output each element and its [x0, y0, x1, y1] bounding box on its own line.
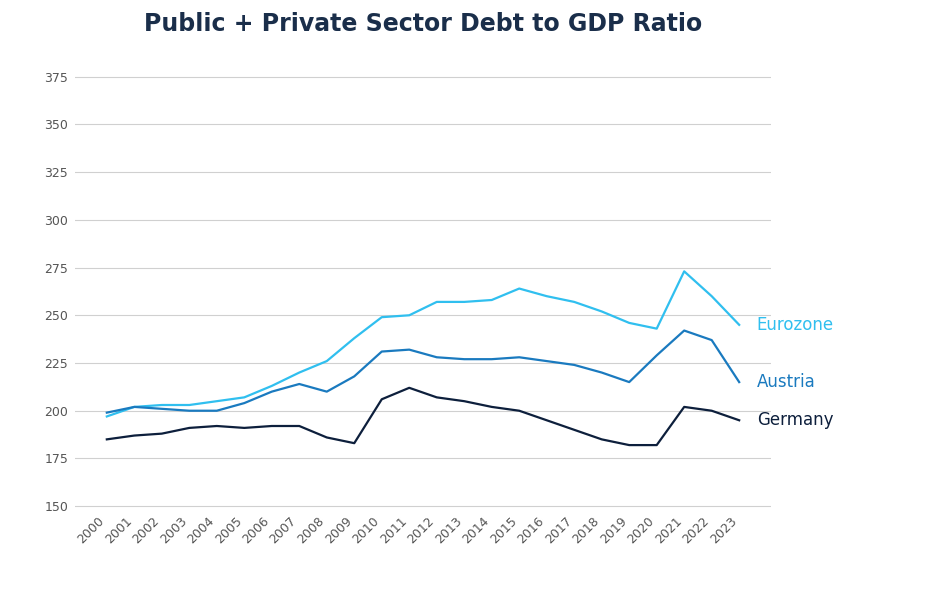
Germany [541, 416, 553, 424]
Germany [569, 426, 580, 433]
Eurozone [293, 369, 305, 376]
Text: Austria: Austria [757, 373, 816, 391]
Eurozone [431, 298, 443, 305]
Austria [541, 358, 553, 365]
Germany [293, 422, 305, 430]
Germany [651, 442, 663, 449]
Germany [623, 442, 634, 449]
Austria [569, 361, 580, 368]
Eurozone [376, 314, 387, 321]
Austria [733, 379, 744, 386]
Austria [486, 356, 497, 363]
Eurozone [569, 298, 580, 305]
Germany [376, 395, 387, 403]
Eurozone [239, 394, 250, 401]
Austria [293, 380, 305, 388]
Germany [513, 407, 525, 415]
Eurozone [733, 321, 744, 328]
Germany [486, 403, 497, 410]
Austria [431, 353, 443, 361]
Eurozone [129, 403, 140, 410]
Austria [459, 356, 470, 363]
Austria [403, 346, 415, 353]
Germany [596, 436, 607, 443]
Germany [431, 394, 443, 401]
Germany [321, 434, 333, 441]
Eurozone [349, 335, 360, 342]
Eurozone [183, 401, 195, 409]
Austria [623, 379, 634, 386]
Eurozone [321, 358, 333, 365]
Eurozone [156, 401, 167, 409]
Austria [513, 353, 525, 361]
Austria [129, 403, 140, 410]
Eurozone [706, 293, 717, 300]
Eurozone [459, 298, 470, 305]
Germany [679, 403, 690, 410]
Germany [349, 440, 360, 447]
Austria [349, 373, 360, 380]
Austria [651, 352, 663, 359]
Austria [239, 400, 250, 407]
Eurozone [596, 308, 607, 315]
Eurozone [403, 311, 415, 319]
Germany [129, 432, 140, 439]
Austria [183, 407, 195, 415]
Germany [183, 424, 195, 431]
Austria [596, 369, 607, 376]
Germany [459, 398, 470, 405]
Text: Germany: Germany [757, 411, 834, 429]
Germany [706, 407, 717, 415]
Austria [706, 337, 717, 344]
Austria [376, 348, 387, 355]
Germany [212, 422, 223, 430]
Title: Public + Private Sector Debt to GDP Ratio: Public + Private Sector Debt to GDP Rati… [144, 13, 702, 37]
Germany [102, 436, 113, 443]
Austria [102, 409, 113, 416]
Austria [679, 327, 690, 334]
Line: Germany: Germany [107, 388, 739, 445]
Germany [403, 384, 415, 391]
Austria [156, 405, 167, 412]
Line: Austria: Austria [107, 331, 739, 413]
Eurozone [212, 398, 223, 405]
Eurozone [541, 293, 553, 300]
Austria [321, 388, 333, 395]
Eurozone [679, 268, 690, 275]
Austria [212, 407, 223, 415]
Austria [266, 388, 277, 395]
Eurozone [102, 413, 113, 420]
Text: Eurozone: Eurozone [757, 316, 834, 334]
Eurozone [651, 325, 663, 332]
Germany [239, 424, 250, 431]
Germany [266, 422, 277, 430]
Eurozone [486, 296, 497, 304]
Germany [156, 430, 167, 437]
Germany [733, 416, 744, 424]
Line: Eurozone: Eurozone [107, 271, 739, 416]
Eurozone [513, 285, 525, 292]
Eurozone [623, 319, 634, 326]
Eurozone [266, 382, 277, 389]
